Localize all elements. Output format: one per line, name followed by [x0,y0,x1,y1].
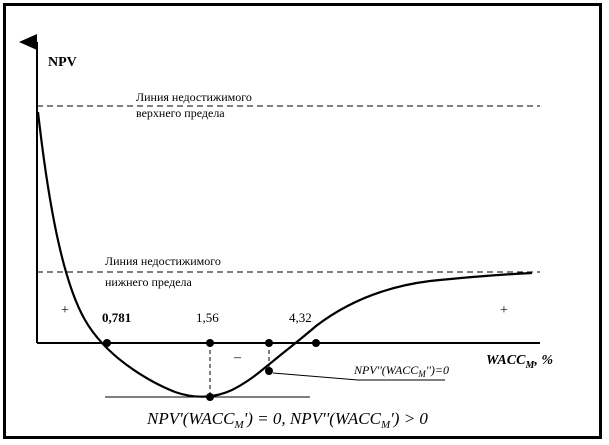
y-axis-label: NPV [48,55,77,70]
sign-right: + [500,303,508,318]
tick-label-1: 0,781 [102,310,131,325]
sign-left: + [61,303,69,318]
point-inflection [265,367,273,375]
minimum-condition-formula: NPV'(WACCM') = 0, NPV''(WACCM') > 0 [146,409,428,431]
lower-limit-label-1: Линия недостижимого [105,254,221,268]
point-minimum [206,393,214,401]
inflection-label: NPV''(WACCM'')=0 [353,363,449,379]
lower-limit-label-2: нижнего предела [105,275,193,289]
upper-limit-label-2: верхнего предела [136,106,225,120]
upper-limit-label-1: Линия недостижимого [136,90,252,104]
tick-label-3: 4,32 [289,310,312,325]
x-axis-label: WACCM, % [486,353,553,371]
sign-middle: – [233,350,242,365]
point-root-1 [103,339,111,347]
diagram-frame [3,3,602,439]
inflection-pointer [272,372,359,381]
tick-label-2: 1,56 [196,310,219,325]
npv-curve [36,111,533,398]
point-inflection-axis [265,339,273,347]
point-minimum-axis [206,339,214,347]
point-root-2 [312,339,320,347]
